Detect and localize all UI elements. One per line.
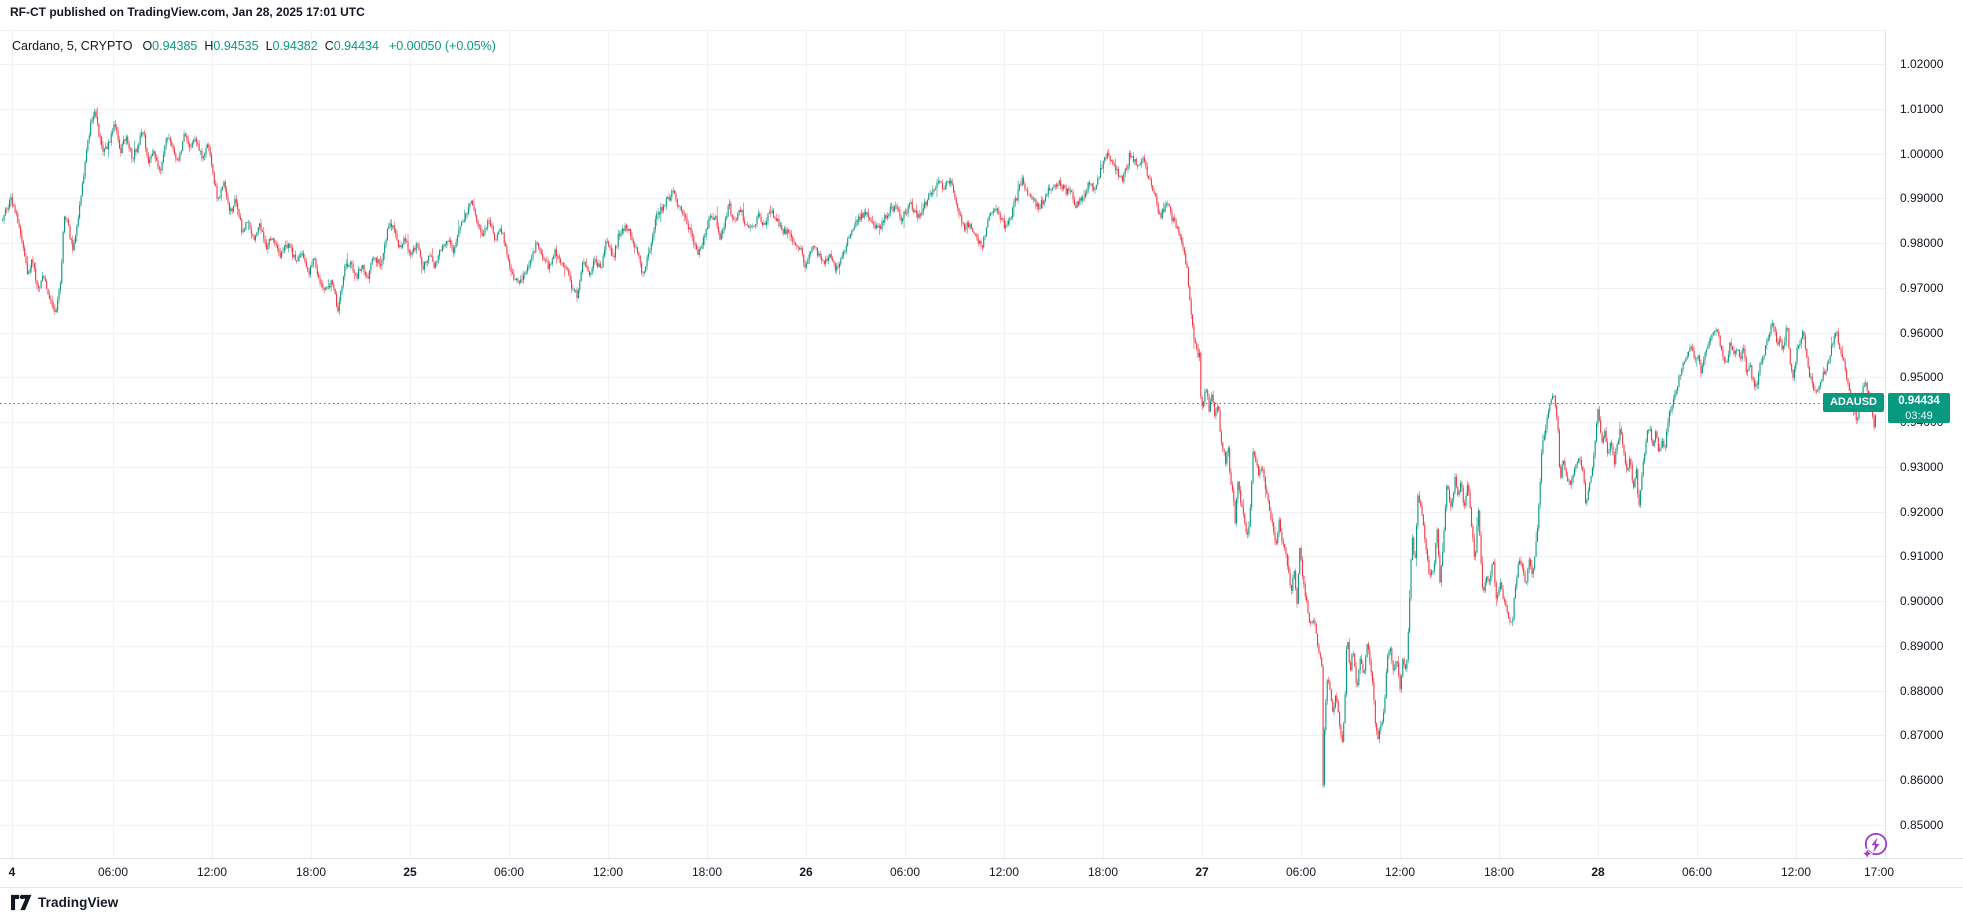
time-axis-day-label: 4 [8,865,16,879]
time-axis-label: 18:00 [1483,865,1515,879]
chart-legend: Cardano, 5, CRYPTO O0.94385 H0.94535 L0.94… [12,39,496,53]
last-price-symbol-badge: ADAUSD [1822,393,1884,412]
time-axis-day-label: 27 [1195,865,1209,879]
legend-symbol-title[interactable]: Cardano, 5, CRYPTO [12,39,133,53]
price-axis-label: 0.86000 [1900,773,1944,788]
time-axis-day-label: 28 [1591,865,1605,879]
price-axis-label: 0.85000 [1900,818,1944,832]
time-axis-label: 18:00 [295,865,327,879]
price-axis-label: 0.97000 [1900,280,1944,295]
price-axis-label: 0.87000 [1900,728,1944,743]
time-axis-label: 12:00 [196,865,228,879]
bar-countdown: 03:49 [1905,410,1933,422]
price-axis-label: 0.90000 [1900,594,1944,609]
legend-ohlc-item: C0.94434 [324,39,379,53]
legend-ohlc-values: O0.94385 H0.94535 L0.94382 C0.94434 [142,39,379,53]
time-axis-label: 06:00 [1681,865,1713,879]
price-axis-label: 0.92000 [1900,504,1944,519]
price-axis-label: 0.89000 [1900,638,1944,653]
time-axis-day-label: 26 [799,865,813,879]
price-axis-label: 0.91000 [1900,549,1944,564]
time-axis-label: 06:00 [97,865,129,879]
price-axis-label: 0.98000 [1900,236,1944,251]
price-axis-label: 1.00000 [1900,146,1944,161]
publish-header-line: RF-CT published on TradingView.com, Jan … [10,5,365,19]
price-axis-label: 0.93000 [1900,459,1944,474]
time-axis-label: 18:00 [1087,865,1119,879]
price-axis-label: 1.02000 [1900,57,1944,71]
time-axis-label: 06:00 [889,865,921,879]
boost-button-icon[interactable] [1860,831,1890,861]
legend-ohlc-item: O0.94385 [142,39,198,53]
time-axis[interactable]: 4 06:00 12:00 18:00 25 06:00 12:00 18:00 26 06:00… [0,858,1963,888]
legend-ohlc-item: L0.94382 [265,39,318,53]
time-axis-label: 12:00 [1384,865,1416,879]
last-price-badge: 0.94434 03:49 [1888,393,1950,423]
legend-ohlc-item: H0.94535 [204,39,259,53]
price-axis-label: 1.01000 [1900,101,1944,116]
footer: TradingView [11,894,118,911]
last-price-value: 0.94434 [1898,395,1940,407]
time-axis-label: 06:00 [493,865,525,879]
candlestick-chart-canvas[interactable] [0,30,1886,858]
price-axis-label: 0.95000 [1900,370,1944,385]
price-axis[interactable]: 1.02000 1.01000 1.00000 0.99000 0.98000 0.970… [1885,30,1963,858]
price-axis-label: 0.88000 [1900,683,1944,698]
legend-change-value: +0.00050 (+0.05%) [388,39,496,53]
price-axis-label: 0.99000 [1900,191,1944,206]
time-axis-label: 12:00 [592,865,624,879]
time-axis-label: 12:00 [1780,865,1812,879]
price-axis-label: 0.96000 [1900,325,1944,340]
time-axis-label: 06:00 [1285,865,1317,879]
time-axis-label: 18:00 [691,865,723,879]
tradingview-brand-text[interactable]: TradingView [38,895,119,910]
time-axis-label: 17:00 [1863,865,1895,879]
time-axis-label: 12:00 [988,865,1020,879]
tradingview-logo-icon[interactable] [11,894,32,911]
time-axis-day-label: 25 [403,865,417,879]
